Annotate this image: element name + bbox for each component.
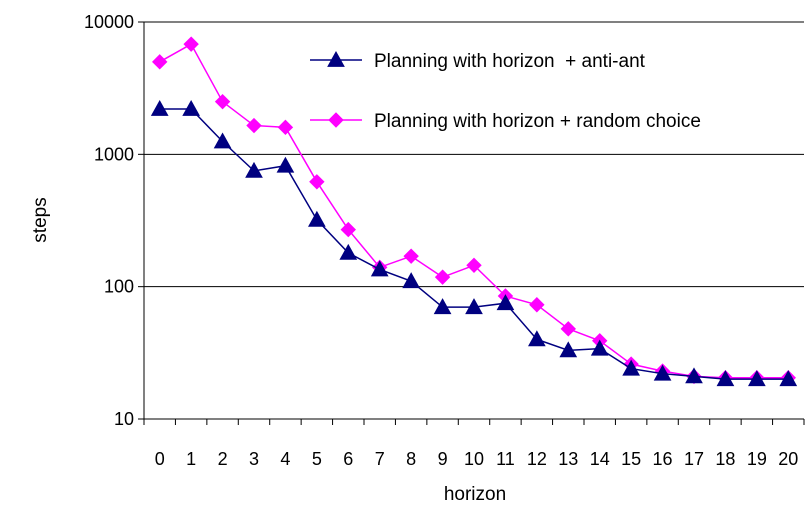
data-point	[779, 370, 798, 387]
data-point	[309, 174, 325, 190]
data-point	[685, 367, 703, 384]
data-point	[528, 330, 546, 347]
x-tick-labels: 0 1 2 3 4 5 6 7 8 9 10 11 12 13 14 15 16 17 18 19 20	[155, 449, 799, 469]
data-point	[308, 210, 326, 227]
data-point	[370, 260, 389, 277]
legend-marker	[327, 50, 345, 67]
x-tick-label: 2	[218, 449, 228, 469]
axes	[138, 21, 805, 425]
x-tick-label: 9	[438, 449, 448, 469]
x-tick-label: 15	[621, 449, 641, 469]
data-point	[590, 339, 609, 356]
x-tick-label: 11	[496, 449, 515, 469]
x-tick-label: 3	[249, 449, 259, 469]
data-point	[433, 298, 452, 315]
data-point	[403, 248, 419, 264]
legend-marker	[328, 112, 344, 128]
x-tick-label: 6	[343, 449, 353, 469]
x-tick-label: 14	[590, 449, 610, 469]
data-point	[182, 99, 200, 116]
x-tick-label: 18	[715, 449, 735, 469]
data-point	[434, 269, 451, 285]
x-tick-label: 8	[406, 449, 416, 469]
x-tick-label: 10	[464, 449, 484, 469]
y-tick-labels: 10 100 1000 10000	[84, 12, 134, 429]
legend: Planning with horizon + anti-ant Planning…	[304, 48, 701, 132]
y-tick-label: 10000	[84, 12, 134, 32]
y-tick-label: 100	[104, 277, 134, 297]
y-axis-label: steps	[30, 197, 51, 242]
data-point	[340, 221, 356, 238]
x-tick-label: 13	[558, 449, 578, 469]
data-point	[276, 156, 295, 173]
data-point	[277, 119, 294, 136]
data-point	[246, 117, 262, 134]
legend-label: Planning with horizon + anti-ant	[374, 51, 646, 72]
x-tick-label: 17	[684, 449, 704, 469]
x-tick-label: 0	[155, 449, 165, 469]
x-tick-label: 4	[280, 449, 290, 469]
data-point	[560, 321, 576, 337]
data-point	[748, 370, 766, 387]
data-point	[214, 93, 231, 110]
series-line	[159, 108, 789, 380]
x-tick-label: 20	[778, 449, 798, 469]
series-random-choice	[152, 36, 796, 386]
x-tick-label: 5	[312, 449, 322, 469]
x-tick-label: 19	[747, 449, 767, 469]
data-point	[529, 297, 545, 313]
data-point	[559, 341, 578, 358]
x-axis-label: horizon	[444, 484, 506, 505]
legend-item: Planning with horizon + anti-ant	[304, 48, 646, 72]
x-tick-label: 16	[653, 449, 673, 469]
series-line	[159, 43, 789, 379]
y-tick-label: 1000	[94, 144, 134, 164]
data-point	[496, 294, 515, 311]
legend-label: Planning with horizon + random choice	[374, 111, 701, 132]
gridlines	[144, 21, 804, 288]
data-point	[150, 99, 169, 116]
data-point	[716, 370, 735, 387]
data-point	[152, 54, 168, 70]
data-point	[402, 272, 420, 289]
data-point	[213, 132, 232, 149]
x-tick-label: 1	[186, 449, 196, 469]
series-anti-ant	[150, 99, 798, 387]
data-point	[183, 36, 199, 52]
data-point	[245, 161, 263, 178]
data-point	[622, 359, 640, 376]
x-tick-label: 12	[527, 449, 547, 469]
data-point	[466, 257, 482, 274]
data-point	[653, 364, 672, 381]
legend-item: Planning with horizon + random choice	[304, 108, 701, 132]
data-point	[465, 298, 483, 315]
x-tick-label: 7	[375, 449, 385, 469]
y-tick-label: 10	[114, 409, 134, 429]
data-point	[339, 243, 358, 260]
series-group	[150, 36, 798, 387]
